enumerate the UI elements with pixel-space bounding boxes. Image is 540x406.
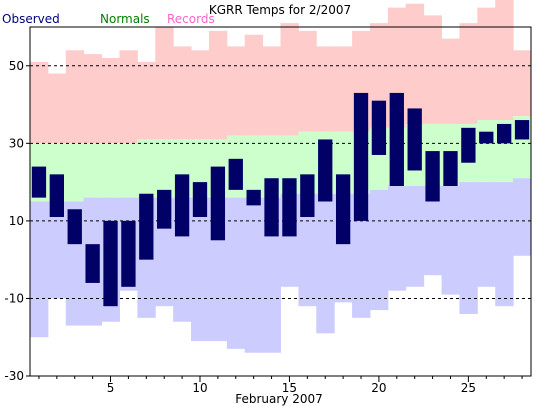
record-high-band [101,58,120,144]
record-high-band [244,34,264,136]
x-tick-label: 15 [282,381,297,395]
x-tick-label: 20 [371,381,386,395]
normal-band [155,139,174,198]
observed-bar [121,220,136,287]
observed-bar [282,178,297,237]
record-high-band [316,46,335,132]
observed-bar [157,189,172,229]
observed-bar [443,151,458,186]
observed-bar [228,158,243,190]
record-high-band [119,50,138,144]
plot-frame [29,26,532,377]
observed-bar [335,174,351,245]
record-low-band [30,201,49,338]
record-high-band [155,27,174,140]
record-high-band [208,30,228,140]
record-high-band [298,30,317,132]
observed-bar [353,92,369,221]
observed-bar [246,189,261,206]
normal-band [137,139,156,198]
observed-bar [514,120,530,140]
x-tick-label: 10 [192,381,207,395]
record-high-band [477,7,496,121]
record-low-band [244,197,264,353]
record-low-band [387,185,407,291]
y-tick-label: 10 [9,214,24,228]
observed-bar [318,139,333,202]
observed-bar [103,220,118,307]
record-low-band [352,193,371,318]
normal-band [101,143,120,198]
record-high-band [459,23,478,124]
record-low-band [47,201,67,299]
x-tick-label: 25 [461,381,476,395]
observed-bar [461,127,476,163]
x-tick-label: 5 [107,381,115,395]
record-low-band [513,178,532,256]
normal-band [83,143,103,198]
record-high-band [83,54,103,144]
observed-bar [425,151,440,202]
observed-bar [67,209,82,245]
observed-bar [264,178,279,237]
observed-bar [192,182,208,218]
observed-bar [479,131,494,144]
normal-band [477,120,496,183]
plot-area: 50 30 10 -10 -30 5 10 15 20 25 [4,0,532,395]
record-low-band [369,189,389,311]
record-high-band [405,3,425,124]
y-tick-label: 30 [9,136,24,150]
chart-title: KGRR Temps for 2/2007 [209,3,351,17]
observed-bar [371,100,387,155]
normal-band [65,143,85,202]
record-high-band [173,46,192,140]
record-low-band [226,197,246,349]
record-high-band [441,38,460,124]
observed-bar [300,174,315,218]
record-low-band [495,182,514,307]
observed-bar [389,92,404,186]
record-high-band [226,46,246,136]
normal-band [119,143,138,198]
record-high-band [334,46,353,132]
observed-bar [497,123,512,144]
observed-bar [139,193,154,260]
record-low-band [423,185,443,276]
record-low-band [405,185,425,287]
record-high-band [191,50,210,140]
y-tick-label: 50 [9,59,24,73]
record-high-band [30,61,49,144]
observed-bar [210,166,226,241]
y-tick-label: -30 [4,369,24,383]
legend-observed: Observed [2,12,60,26]
record-low-band [191,197,210,342]
legend-normals: Normals [100,12,150,26]
x-axis-label: February 2007 [235,392,323,406]
observed-bar [49,174,64,218]
observed-bar [174,174,190,237]
record-high-band [280,23,299,136]
record-high-band [65,50,85,144]
observed-bar [407,108,422,171]
record-high-band [513,50,532,117]
record-low-band [441,185,460,295]
record-high-band [47,73,67,144]
legend-records: Records [167,12,215,26]
record-low-band [477,182,496,287]
record-low-band [298,193,317,307]
observed-bar [85,244,100,283]
record-high-band [423,15,443,124]
record-low-band [459,182,478,314]
observed-bar [31,166,47,198]
record-high-band [495,0,514,121]
normal-band [244,135,264,198]
record-high-band [262,46,281,136]
y-tick-label: -10 [4,291,24,305]
record-high-band [137,61,156,140]
record-low-band [316,193,335,334]
